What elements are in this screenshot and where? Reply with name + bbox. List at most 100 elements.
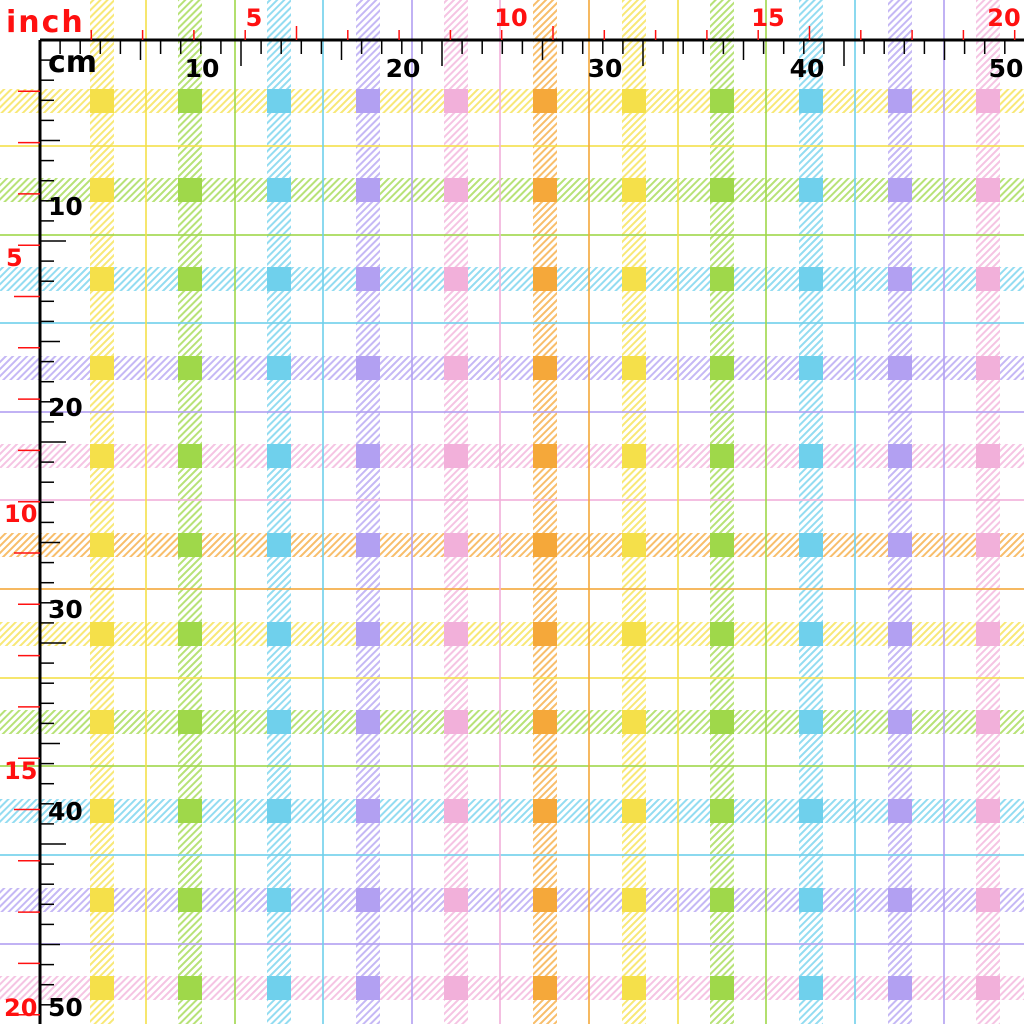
intersection-square bbox=[888, 267, 912, 291]
intersection-square bbox=[267, 444, 291, 468]
left-cm-label-40: 40 bbox=[48, 797, 83, 826]
intersection-square bbox=[533, 799, 557, 823]
top-inch-label-5: 5 bbox=[246, 4, 263, 32]
intersection-square bbox=[888, 888, 912, 912]
intersection-square bbox=[533, 710, 557, 734]
intersection-square bbox=[976, 976, 1000, 1000]
intersection-square bbox=[533, 444, 557, 468]
horizontal-stripe-purple bbox=[0, 888, 1024, 912]
left-inch-label-10: 10 bbox=[4, 500, 37, 528]
intersection-square bbox=[533, 267, 557, 291]
intersection-square bbox=[888, 533, 912, 557]
horizontal-stripe-yellow bbox=[0, 622, 1024, 646]
intersection-square bbox=[90, 178, 114, 202]
vertical-stripe-pink bbox=[444, 0, 468, 1024]
intersection-square bbox=[90, 888, 114, 912]
intersection-square bbox=[799, 267, 823, 291]
intersection-square bbox=[178, 444, 202, 468]
top-cm-label-50: 50 bbox=[989, 54, 1024, 83]
intersection-square bbox=[444, 89, 468, 113]
top-cm-label-10: 10 bbox=[185, 54, 220, 83]
top-cm-label-40: 40 bbox=[790, 54, 825, 83]
intersection-square bbox=[356, 888, 380, 912]
intersection-square bbox=[444, 356, 468, 380]
left-cm-label-30: 30 bbox=[48, 595, 83, 624]
intersection-square bbox=[976, 356, 1000, 380]
intersection-square bbox=[888, 89, 912, 113]
intersection-square bbox=[356, 533, 380, 557]
intersection-square bbox=[267, 533, 291, 557]
intersection-square bbox=[90, 89, 114, 113]
intersection-square bbox=[178, 356, 202, 380]
intersection-square bbox=[799, 89, 823, 113]
intersection-square bbox=[267, 799, 291, 823]
top-inch-label-20: 20 bbox=[987, 4, 1020, 32]
horizontal-stripe-green bbox=[0, 178, 1024, 202]
intersection-square bbox=[178, 533, 202, 557]
vertical-stripe-yellow bbox=[90, 0, 114, 1024]
intersection-square bbox=[710, 89, 734, 113]
intersection-square bbox=[267, 710, 291, 734]
left-inch-label-15: 15 bbox=[4, 757, 37, 785]
intersection-square bbox=[267, 89, 291, 113]
intersection-square bbox=[710, 976, 734, 1000]
intersection-square bbox=[622, 710, 646, 734]
vertical-stripe-yellow bbox=[622, 0, 646, 1024]
intersection-square bbox=[533, 178, 557, 202]
intersection-square bbox=[267, 267, 291, 291]
intersection-square bbox=[976, 444, 1000, 468]
intersection-square bbox=[90, 799, 114, 823]
vertical-stripe-purple bbox=[888, 0, 912, 1024]
intersection-square bbox=[356, 89, 380, 113]
intersection-square bbox=[267, 178, 291, 202]
intersection-square bbox=[622, 89, 646, 113]
horizontal-stripe-yellow bbox=[0, 89, 1024, 113]
intersection-square bbox=[267, 622, 291, 646]
vertical-stripe-green bbox=[178, 0, 202, 1024]
intersection-square bbox=[976, 888, 1000, 912]
top-inch-label-10: 10 bbox=[494, 4, 527, 32]
intersection-square bbox=[888, 622, 912, 646]
intersection-square bbox=[178, 888, 202, 912]
horizontal-stripe-blue bbox=[0, 267, 1024, 291]
intersection-squares bbox=[90, 89, 1000, 1000]
vertical-stripe-pink bbox=[976, 0, 1000, 1024]
intersection-square bbox=[976, 267, 1000, 291]
intersection-square bbox=[622, 356, 646, 380]
intersection-square bbox=[533, 888, 557, 912]
intersection-square bbox=[178, 710, 202, 734]
intersection-square bbox=[90, 356, 114, 380]
intersection-square bbox=[444, 888, 468, 912]
intersection-square bbox=[710, 533, 734, 557]
horizontal-stripe-purple bbox=[0, 356, 1024, 380]
intersection-square bbox=[444, 710, 468, 734]
vertical-stripe-blue bbox=[799, 0, 823, 1024]
intersection-square bbox=[178, 976, 202, 1000]
intersection-square bbox=[710, 799, 734, 823]
intersection-square bbox=[356, 178, 380, 202]
intersection-square bbox=[90, 710, 114, 734]
intersection-square bbox=[799, 622, 823, 646]
intersection-square bbox=[444, 533, 468, 557]
intersection-square bbox=[356, 799, 380, 823]
intersection-square bbox=[533, 533, 557, 557]
intersection-square bbox=[444, 799, 468, 823]
horizontal-stripe-pink bbox=[0, 976, 1024, 1000]
intersection-square bbox=[90, 622, 114, 646]
intersection-square bbox=[976, 622, 1000, 646]
intersection-square bbox=[710, 710, 734, 734]
horizontal-stripe-blue bbox=[0, 799, 1024, 823]
intersection-square bbox=[799, 444, 823, 468]
intersection-square bbox=[178, 799, 202, 823]
intersection-square bbox=[710, 622, 734, 646]
intersection-square bbox=[888, 710, 912, 734]
intersection-square bbox=[533, 89, 557, 113]
intersection-square bbox=[622, 799, 646, 823]
intersection-square bbox=[444, 622, 468, 646]
intersection-square bbox=[710, 178, 734, 202]
intersection-square bbox=[622, 976, 646, 1000]
intersection-square bbox=[356, 267, 380, 291]
